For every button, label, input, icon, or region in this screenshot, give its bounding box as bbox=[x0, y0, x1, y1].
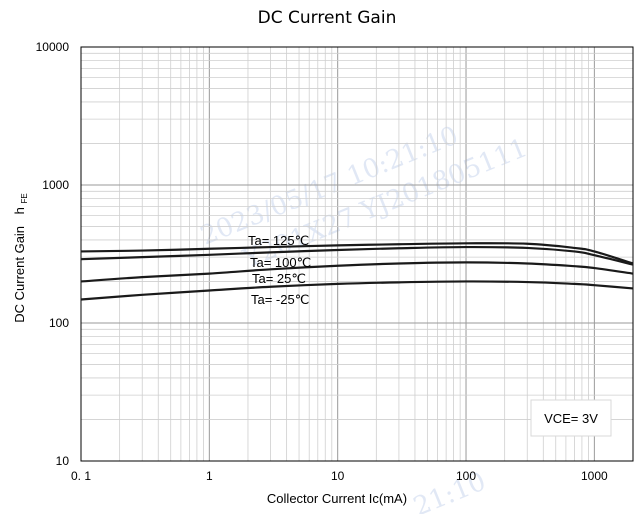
series-labels: Ta= 125℃ Ta= 100℃ Ta= 25℃ Ta= -25℃ bbox=[248, 233, 311, 307]
chart-title: DC Current Gain bbox=[258, 8, 397, 28]
svg-text:DC Current Gain h: DC Current Gain h FE bbox=[12, 193, 29, 323]
x-tick-label: 10 bbox=[331, 469, 345, 483]
x-tick-label: 1000 bbox=[581, 469, 608, 483]
x-axis-label: Collector Current Ic(mA) bbox=[267, 491, 407, 506]
x-tick-label: 0. 1 bbox=[71, 469, 91, 483]
y-tick-label: 10 bbox=[56, 454, 70, 468]
x-tick-labels: 0. 1 1 10 100 1000 bbox=[71, 469, 608, 483]
y-axis-subscript: FE bbox=[20, 193, 29, 203]
series-lines bbox=[80, 242, 634, 301]
y-tick-labels: 10 100 1000 10000 bbox=[36, 40, 70, 468]
y-tick-label: 1000 bbox=[42, 178, 69, 192]
y-axis-symbol: h bbox=[12, 207, 27, 214]
x-tick-label: 1 bbox=[206, 469, 213, 483]
y-axis-label: DC Current Gain bbox=[12, 226, 27, 323]
condition-box-frame bbox=[530, 399, 612, 437]
series-line-0 bbox=[80, 242, 634, 265]
series-label-125c: Ta= 125℃ bbox=[248, 233, 309, 248]
series-line-1 bbox=[80, 245, 634, 266]
y-axis-label-group: DC Current Gain h FE bbox=[12, 193, 29, 323]
series-label-minus25c: Ta= -25℃ bbox=[251, 292, 309, 307]
y-tick-label: 100 bbox=[49, 316, 69, 330]
condition-label: VCE= 3V bbox=[544, 411, 598, 426]
series-label-100c: Ta= 100℃ bbox=[250, 255, 311, 270]
series-line-2 bbox=[80, 261, 634, 283]
condition-box: VCE= 3V bbox=[530, 399, 612, 437]
y-tick-label: 10000 bbox=[36, 40, 70, 54]
series-line-3 bbox=[80, 280, 634, 301]
series-label-25c: Ta= 25℃ bbox=[252, 271, 306, 286]
plot-frame bbox=[80, 46, 634, 462]
x-tick-label: 100 bbox=[456, 469, 476, 483]
